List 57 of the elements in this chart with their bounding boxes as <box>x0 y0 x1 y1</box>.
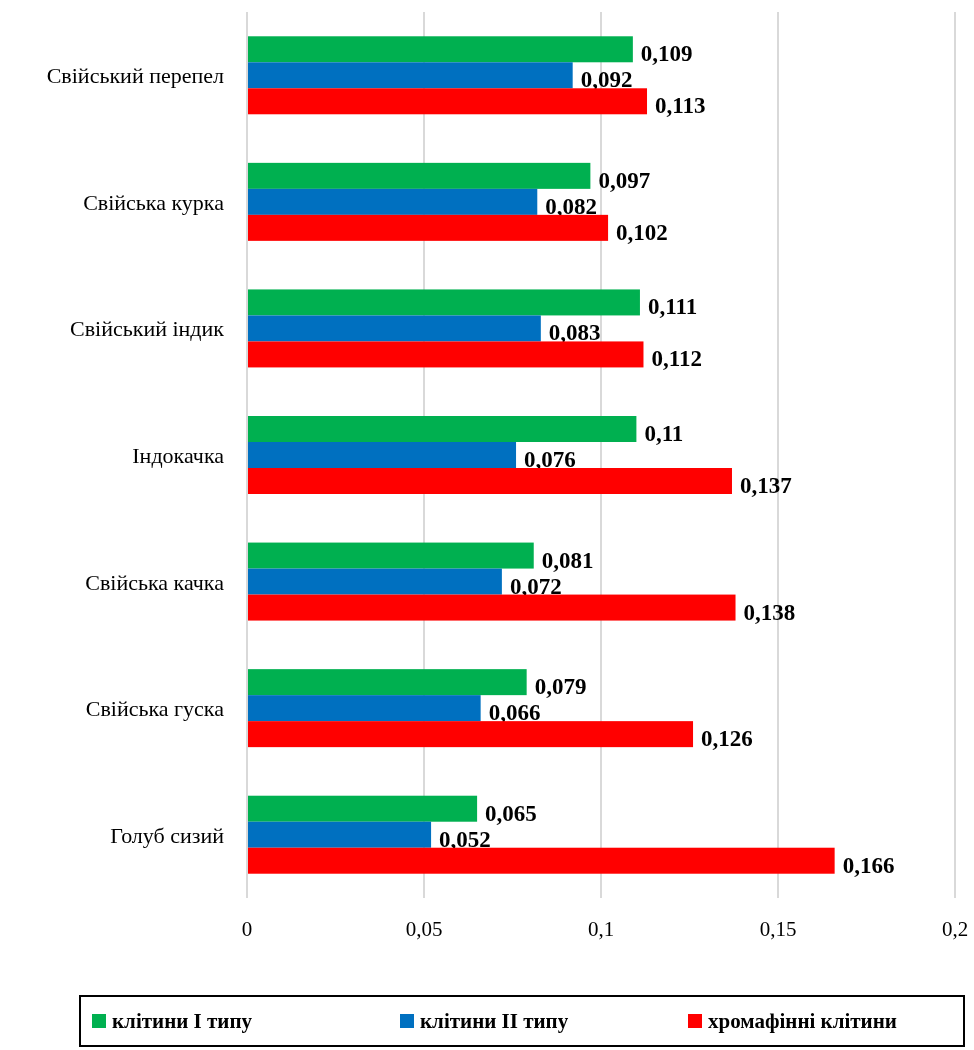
bar <box>247 821 432 848</box>
bar <box>247 669 527 696</box>
y-tick-label: Свійська курка <box>83 189 225 215</box>
bar <box>247 36 633 63</box>
data-label: 0,112 <box>651 346 702 372</box>
data-label: 0,126 <box>701 726 753 752</box>
bar <box>247 695 481 722</box>
bar <box>247 568 502 595</box>
data-label: 0,081 <box>541 547 594 573</box>
data-label: 0,079 <box>534 674 587 700</box>
y-tick-label: Свійський індик <box>69 316 225 342</box>
bar <box>247 442 517 468</box>
y-tick-label: Голуб сизий <box>110 822 225 848</box>
y-tick-label: Свійська качка <box>85 569 225 595</box>
bar <box>247 468 732 494</box>
bar <box>247 542 534 569</box>
data-label: 0,066 <box>488 700 541 726</box>
data-label: 0,109 <box>640 41 693 67</box>
data-label: 0,097 <box>598 167 651 193</box>
legend-label: хромафінні клітини <box>708 1009 897 1033</box>
bar <box>247 88 648 115</box>
bar <box>247 162 591 189</box>
data-label: 0,083 <box>548 320 601 346</box>
bar <box>247 721 694 748</box>
data-label: 0,092 <box>580 67 633 93</box>
data-label: 0,166 <box>842 852 895 878</box>
bar <box>247 188 538 215</box>
data-label: 0,137 <box>739 473 792 498</box>
data-label: 0,113 <box>655 93 706 119</box>
legend-label: клітини I типу <box>112 1009 253 1033</box>
data-label: 0,052 <box>439 826 491 852</box>
x-tick-label: 0,05 <box>405 917 443 941</box>
bar <box>247 341 644 368</box>
y-tick-label: Свійська гуска <box>85 696 225 722</box>
bar <box>247 416 637 442</box>
bar <box>247 594 736 621</box>
data-label: 0,138 <box>743 599 796 625</box>
x-tick-label: 0,15 <box>759 917 797 941</box>
data-label: 0,076 <box>524 447 576 472</box>
x-tick-label: 0,2 <box>941 917 969 941</box>
data-label: 0,065 <box>485 800 537 826</box>
x-tick-label: 0,1 <box>587 917 615 941</box>
data-label: 0,11 <box>644 421 684 446</box>
bar <box>247 214 609 241</box>
y-tick-label: Свійський перепел <box>46 63 225 89</box>
y-tick-label: Індокачка <box>132 443 225 468</box>
bar <box>247 795 478 822</box>
legend-label: клітини II типу <box>420 1009 569 1033</box>
data-label: 0,111 <box>647 294 698 320</box>
bar <box>247 847 835 874</box>
data-label: 0,102 <box>616 219 668 245</box>
data-label: 0,072 <box>509 573 562 599</box>
bar <box>247 62 573 89</box>
bar <box>247 289 640 316</box>
data-label: 0,082 <box>545 193 598 219</box>
x-tick-label: 0 <box>241 917 253 941</box>
bar <box>247 315 541 342</box>
